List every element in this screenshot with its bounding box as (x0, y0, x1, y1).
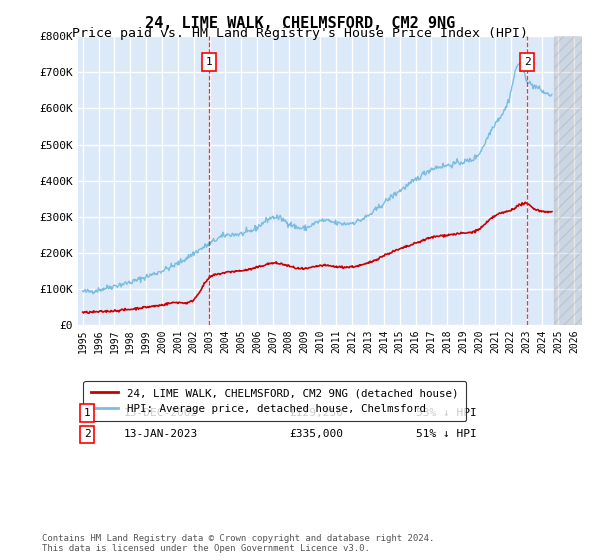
Text: 51% ↓ HPI: 51% ↓ HPI (416, 430, 476, 440)
Text: 2: 2 (524, 57, 530, 67)
Bar (554, 36, 582, 325)
Text: 53% ↓ HPI: 53% ↓ HPI (416, 408, 476, 418)
Text: £335,000: £335,000 (290, 430, 344, 440)
Text: Price paid vs. HM Land Registry's House Price Index (HPI): Price paid vs. HM Land Registry's House … (72, 27, 528, 40)
Text: 1: 1 (206, 57, 212, 67)
Text: Contains HM Land Registry data © Crown copyright and database right 2024.
This d: Contains HM Land Registry data © Crown c… (42, 534, 434, 553)
Text: 24, LIME WALK, CHELMSFORD, CM2 9NG: 24, LIME WALK, CHELMSFORD, CM2 9NG (145, 16, 455, 31)
Text: 13-DEC-2002: 13-DEC-2002 (124, 408, 197, 418)
Text: 13-JAN-2023: 13-JAN-2023 (124, 430, 197, 440)
Text: £129,250: £129,250 (290, 408, 344, 418)
Text: 1: 1 (83, 408, 91, 418)
Text: 2: 2 (83, 430, 91, 440)
Legend: 24, LIME WALK, CHELMSFORD, CM2 9NG (detached house), HPI: Average price, detache: 24, LIME WALK, CHELMSFORD, CM2 9NG (deta… (83, 381, 466, 421)
